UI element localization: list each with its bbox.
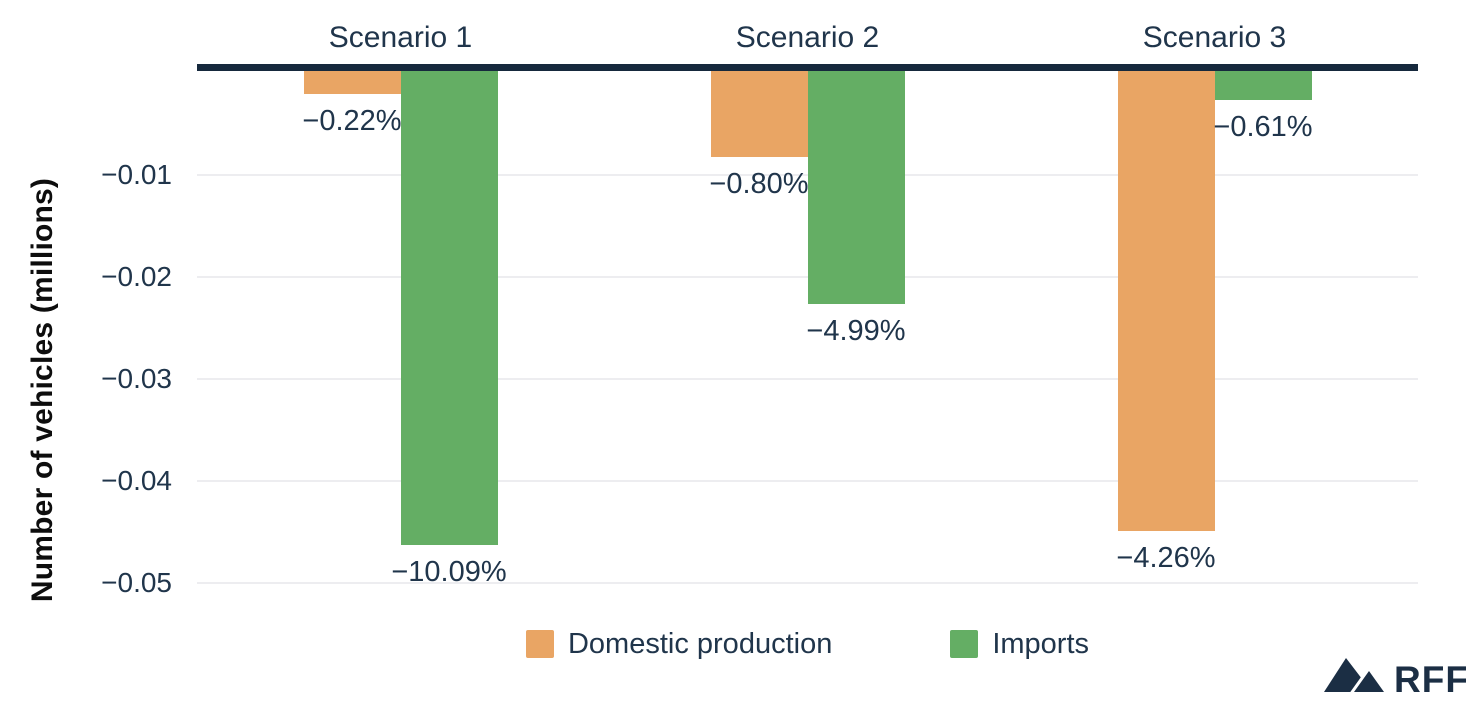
bar-domestic-production	[1117, 71, 1215, 531]
legend: Domestic production Imports	[197, 628, 1418, 660]
bar-value-label: −4.99%	[806, 315, 906, 347]
category-label: Scenario 1	[328, 21, 473, 54]
gridline	[197, 378, 1418, 380]
category-label: Scenario 2	[735, 21, 880, 54]
bar-value-label: −0.80%	[709, 168, 809, 200]
legend-swatch	[950, 630, 979, 658]
bar-value-label: −0.61%	[1213, 111, 1313, 143]
x-axis-baseline	[197, 64, 1418, 71]
legend-item: Domestic production	[525, 628, 833, 660]
logo-mountain-small-icon	[1354, 671, 1384, 692]
rff-logo: RFF	[1324, 658, 1466, 698]
bar-domestic-production	[303, 71, 401, 94]
y-tick-label: −0.05	[101, 567, 172, 598]
bar-value-label: −0.22%	[302, 105, 402, 137]
y-tick-label: −0.03	[101, 363, 172, 394]
legend-swatch	[525, 630, 554, 658]
category-label: Scenario 3	[1142, 21, 1287, 54]
bar-imports	[400, 71, 498, 545]
bar-imports	[1214, 71, 1312, 100]
bar-domestic-production	[710, 71, 808, 157]
legend-item: Imports	[950, 629, 1089, 659]
legend-label: Imports	[992, 628, 1090, 660]
gridline	[197, 480, 1418, 482]
legend-label: Domestic production	[567, 628, 833, 660]
bar-value-label: −10.09%	[391, 556, 507, 588]
rff-logo-text: RFF	[1394, 659, 1466, 698]
bar-value-label: −4.26%	[1116, 542, 1216, 574]
bar-imports	[807, 71, 905, 304]
gridline	[197, 582, 1418, 584]
y-tick-label: −0.02	[101, 261, 172, 292]
y-tick-label: −0.04	[101, 465, 172, 496]
y-tick-label: −0.01	[101, 159, 172, 190]
